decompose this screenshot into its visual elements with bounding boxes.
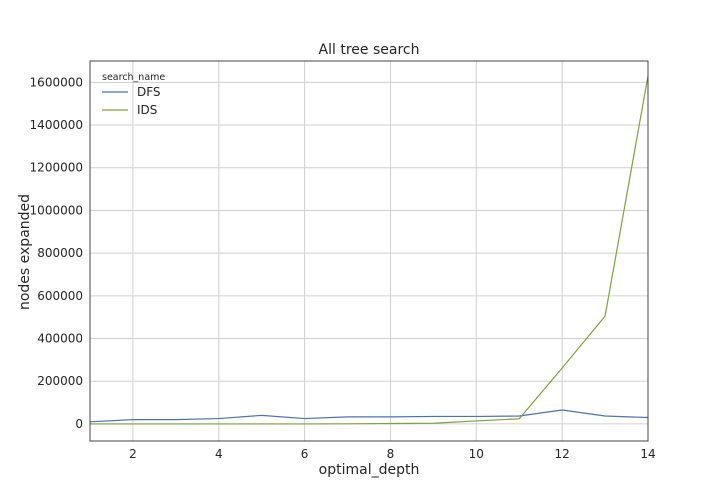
x-ticks: 2 4 6 8 10 12 14 [129,447,656,461]
series-line-ids [90,75,649,425]
y-tick-label: 1200000 [30,161,83,175]
y-ticks: 0 200000 400000 600000 800000 1000000 1200000 1… [30,75,83,431]
legend-title: search_name [102,72,165,83]
y-tick-label: 1000000 [30,203,83,217]
series-line-dfs [89,409,649,423]
series-lines [89,75,649,425]
x-tick-label: 8 [387,447,395,461]
legend-label-ids: IDS [137,103,157,117]
chart-title: All tree search [319,42,420,58]
y-tick-label: 800000 [37,246,83,260]
y-tick-label: 600000 [37,289,83,303]
plot-frame [89,60,649,442]
y-tick-label: 1600000 [30,75,83,89]
x-tick-label: 6 [301,447,309,461]
x-tick-label: 12 [555,447,570,461]
x-tick-label: 4 [215,447,223,461]
grid [90,61,649,441]
legend-label-dfs: DFS [137,85,161,99]
x-tick-label: 14 [640,447,655,461]
y-tick-label: 400000 [37,332,83,346]
y-axis-label: nodes expanded [17,194,33,310]
x-tick-label: 10 [469,447,484,461]
y-tick-label: 0 [75,417,83,431]
y-tick-label: 200000 [37,374,83,388]
x-axis-label: optimal_depth [319,462,420,478]
legend: search_name DFS IDS [102,72,165,117]
x-tick-label: 2 [129,447,137,461]
y-tick-label: 1400000 [30,118,83,132]
